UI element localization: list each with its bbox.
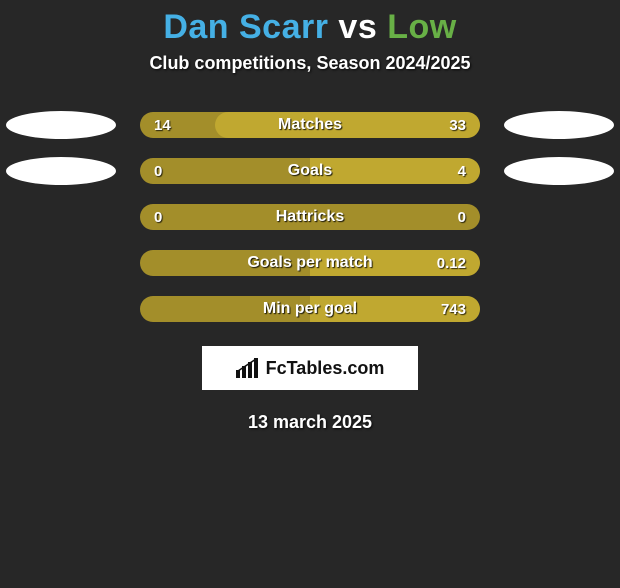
stat-bar: 04Goals: [140, 158, 480, 184]
right-value: 4: [444, 158, 480, 184]
stat-bar: 00Hattricks: [140, 204, 480, 230]
left-value: 0: [140, 204, 176, 230]
stat-bar: 1433Matches: [140, 112, 480, 138]
stat-bar: 743Min per goal: [140, 296, 480, 322]
right-value: 33: [435, 112, 480, 138]
player1-ellipse: [6, 157, 116, 185]
brand-box: FcTables.com: [202, 346, 418, 390]
stat-row: 00Hattricks: [0, 194, 620, 240]
player2-ellipse: [504, 111, 614, 139]
bars-icon: [236, 358, 260, 378]
stat-row: 743Min per goal: [0, 286, 620, 332]
stat-row: 0.12Goals per match: [0, 240, 620, 286]
right-value: 743: [427, 296, 480, 322]
stat-row: 1433Matches: [0, 102, 620, 148]
right-value: 0: [444, 204, 480, 230]
page-title: Dan Scarr vs Low: [0, 8, 620, 47]
brand-text: FcTables.com: [266, 358, 385, 379]
subtitle: Club competitions, Season 2024/2025: [0, 53, 620, 74]
player1-ellipse: [6, 111, 116, 139]
footer-date: 13 march 2025: [0, 412, 620, 433]
left-value: 14: [140, 112, 185, 138]
left-value: 0: [140, 158, 176, 184]
right-value: 0.12: [423, 250, 480, 276]
stat-bar: 0.12Goals per match: [140, 250, 480, 276]
comparison-rows: 1433Matches04Goals00Hattricks0.12Goals p…: [0, 102, 620, 332]
stat-row: 04Goals: [0, 148, 620, 194]
player2-ellipse: [504, 157, 614, 185]
